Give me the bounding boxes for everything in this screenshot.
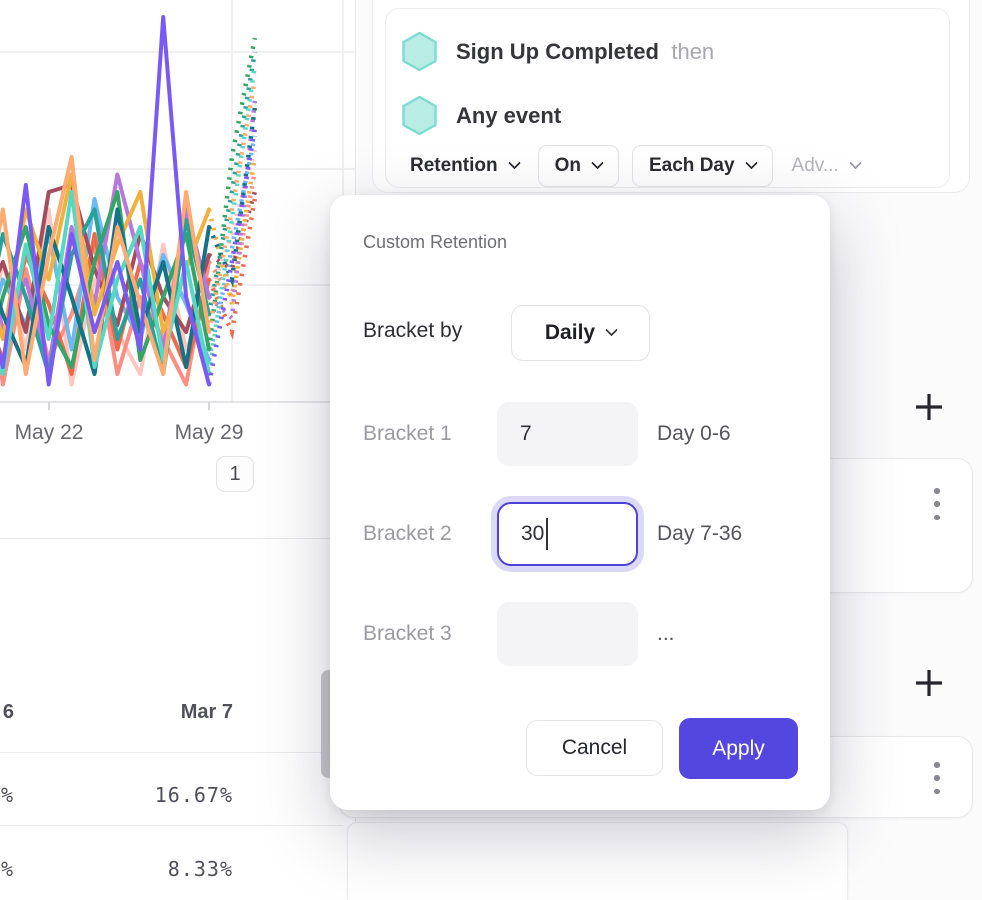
bracket-row-3: Bracket 3 ... — [330, 601, 830, 667]
text-caret — [546, 518, 549, 550]
plus-icon — [916, 394, 942, 420]
bracket-by-dropdown-value: Daily — [544, 321, 596, 344]
add-report-button[interactable] — [912, 666, 946, 700]
event-step-1[interactable]: Sign Up Completed then — [401, 31, 714, 72]
bracket-2-label: Bracket 2 — [363, 522, 452, 545]
bracket-1-value: 7 — [520, 422, 532, 445]
advanced-dropdown[interactable]: Adv... — [786, 145, 866, 187]
advanced-dropdown-label: Adv... — [791, 155, 839, 176]
bracket-by-label: Bracket by — [363, 319, 463, 342]
bracket-2-input[interactable]: 30 — [497, 502, 638, 566]
custom-retention-modal: Custom Retention Bracket by Daily Bracke… — [330, 195, 830, 810]
chevron-down-icon — [744, 156, 758, 169]
event-step-1-label: Sign Up Completed — [456, 38, 659, 64]
bracket-2-range: Day 7-36 — [657, 522, 743, 545]
table-cell-clipped: % — [0, 857, 14, 881]
granularity-dropdown[interactable]: Each Day — [632, 145, 773, 187]
on-dropdown-label: On — [554, 155, 581, 176]
bracket-row-2: Bracket 2 30 Day 7-36 — [330, 501, 830, 567]
retention-line-chart[interactable]: May 22 May 29 — [0, 0, 356, 452]
left-panel-divider — [0, 538, 356, 539]
svg-text:May 29: May 29 — [175, 421, 244, 444]
event-step-1-suffix: then — [671, 38, 715, 64]
bracket-row-1: Bracket 1 7 Day 0-6 — [330, 401, 830, 467]
event-hexagon-icon — [402, 95, 437, 136]
granularity-dropdown-label: Each Day — [649, 155, 735, 176]
chevron-down-icon — [591, 156, 604, 169]
svg-text:May 22: May 22 — [15, 421, 84, 444]
bracket-2-value: 30 — [521, 522, 545, 545]
retention-chart-area: May 22 May 29 — [0, 0, 356, 452]
bracket-1-range: Day 0-6 — [657, 422, 731, 445]
bracket-3-range: ... — [657, 622, 675, 645]
query-controls-row: Retention On Each Day Adv... — [404, 145, 866, 187]
rail-card — [347, 822, 848, 900]
card-menu-kebab-icon[interactable] — [930, 486, 944, 522]
table-header-clipped: 6 — [2, 701, 14, 723]
card-menu-kebab-icon[interactable] — [930, 760, 944, 796]
modal-footer: Cancel Apply — [330, 718, 830, 779]
chevron-down-icon — [507, 156, 521, 169]
chevron-down-icon — [848, 156, 862, 169]
event-step-2[interactable]: Any event — [401, 95, 561, 136]
table-divider — [0, 752, 343, 753]
table-divider — [0, 825, 343, 826]
bracket-3-input[interactable] — [497, 602, 638, 666]
table-cell-mar7-row2[interactable]: 8.33% — [167, 857, 233, 881]
event-hexagon-icon — [402, 31, 437, 72]
chevron-down-icon — [605, 323, 618, 336]
bracket-by-dropdown[interactable]: Daily — [511, 305, 650, 361]
pagination-page-1-button[interactable]: 1 — [216, 456, 254, 492]
plus-icon — [916, 670, 942, 696]
event-step-2-label: Any event — [456, 102, 562, 128]
table-header-mar7: Mar 7 — [180, 701, 233, 723]
bracket-3-label: Bracket 3 — [363, 622, 452, 645]
on-dropdown[interactable]: On — [537, 145, 619, 187]
event-steps-card: Sign Up Completed then Any event Retenti… — [385, 8, 950, 188]
table-cell-clipped: % — [0, 783, 14, 807]
cancel-button[interactable]: Cancel — [526, 720, 663, 776]
modal-title: Custom Retention — [363, 232, 508, 252]
apply-button[interactable]: Apply — [679, 718, 798, 779]
bracket-1-label: Bracket 1 — [363, 422, 452, 445]
bracket-1-input[interactable]: 7 — [497, 402, 638, 466]
measurement-dropdown[interactable]: Retention — [404, 145, 525, 187]
table-cell-mar7-row1[interactable]: 16.67% — [154, 783, 233, 807]
add-report-button[interactable] — [912, 390, 946, 424]
measurement-dropdown-label: Retention — [410, 155, 498, 176]
